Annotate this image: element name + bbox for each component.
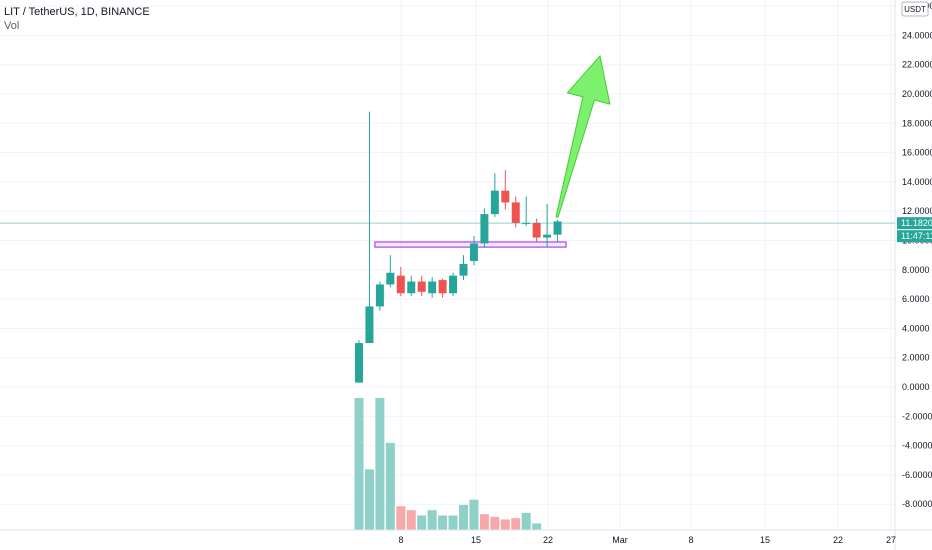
volume-bars [354,398,542,530]
candle [417,275,426,297]
time-tick-label: 15 [471,535,481,545]
volume-bar [511,518,521,530]
candle [490,173,499,218]
price-tick-label: 18.0000 [902,118,932,128]
grid-lines [0,0,895,530]
candle-body [407,281,416,294]
volume-bar [521,512,531,530]
candle [480,208,489,248]
target-arrow[interactable] [555,54,611,218]
volume-bar [438,515,448,530]
volume-bar [469,499,479,530]
price-tick-label: 20.0000 [902,89,932,99]
volume-label[interactable]: Vol [4,20,20,32]
time-tick-label: 15 [760,535,770,545]
candle-body [375,284,384,307]
volume-bar [459,504,468,530]
candle [375,281,384,311]
price-tick-label: -8.0000 [902,499,932,509]
candle [365,111,374,344]
symbol-label[interactable]: LIT / TetherUS, 1D, BINANCE [4,6,150,18]
candle [543,203,552,247]
price-tick-label: -4.0000 [902,441,932,451]
volume-bar [375,398,385,530]
countdown-badge: 11:47:11 [897,230,932,243]
candle [407,275,416,297]
candle-body [532,222,541,238]
price-badge-label: 11.1820 [901,218,932,228]
candle [511,196,520,228]
candle-body [449,275,458,294]
volume-bar [532,523,542,530]
candle-body [459,263,468,276]
candle [449,272,458,297]
candle-body [490,190,499,215]
candle-body [355,343,363,383]
currency-button-label: USDT [904,5,926,14]
price-tick-label: 24.0000 [902,30,932,40]
time-tick-label: 8 [398,535,403,545]
candle-body [553,221,562,235]
candle [501,170,510,210]
price-tick-label: 12.0000 [902,206,932,216]
currency-button[interactable]: USDT [901,1,929,17]
candle-body [543,234,552,238]
time-tick-label: 8 [688,535,693,545]
candle-body [417,281,426,292]
candle-body [396,275,405,294]
price-tick-label: 8.0000 [902,265,930,275]
time-axis[interactable]: 8 15 22 Mar 8 15 22 27 [398,535,896,545]
volume-bar [417,515,427,530]
volume-bar [448,515,458,530]
price-tick-label: 16.0000 [902,148,932,158]
volume-bar [490,516,500,530]
volume-bar [427,510,437,530]
candle [459,255,468,281]
candle-body [511,202,520,223]
price-tick-label: 4.0000 [902,323,930,333]
price-axis[interactable]: 26.000024.000022.000020.000018.000016.00… [902,1,932,509]
price-tick-label: -6.0000 [902,470,932,480]
candle [386,255,395,288]
volume-bar [354,398,364,530]
time-tick-label: 27 [886,535,896,545]
chart-legend: LIT / TetherUS, 1D, BINANCE Vol [4,5,150,33]
candle-body [386,272,395,285]
candle [438,278,447,298]
candle [532,218,541,242]
candle [428,277,437,298]
volume-bar [364,469,374,530]
price-tick-label: 14.0000 [902,177,932,187]
price-tick-label: 22.0000 [902,60,932,70]
candles [355,111,562,383]
volume-bar [479,514,489,530]
candle-body [428,281,437,294]
time-tick-label: 22 [833,535,843,545]
price-tick-label: 2.0000 [902,353,930,363]
candle-body [501,190,510,203]
candle [355,340,363,383]
candle [469,236,478,266]
time-tick-label: Mar [612,535,628,545]
target-arrow-layer [555,54,611,218]
volume-bar [500,519,510,530]
volume-bar [396,506,406,530]
price-tick-label: 0.0000 [902,382,930,392]
candle-body [365,306,374,344]
volume-bar [385,442,395,530]
candle-body [480,214,489,244]
price-tick-label: -2.0000 [902,411,932,421]
volume-bar [406,510,416,530]
candle [396,266,405,297]
countdown-label: 11:47:11 [901,231,932,241]
candle-body [438,280,447,294]
candle-body [469,243,478,262]
time-tick-label: 22 [543,535,553,545]
price-tick-label: 6.0000 [902,294,930,304]
price-badge: 11.1820 [897,217,932,230]
